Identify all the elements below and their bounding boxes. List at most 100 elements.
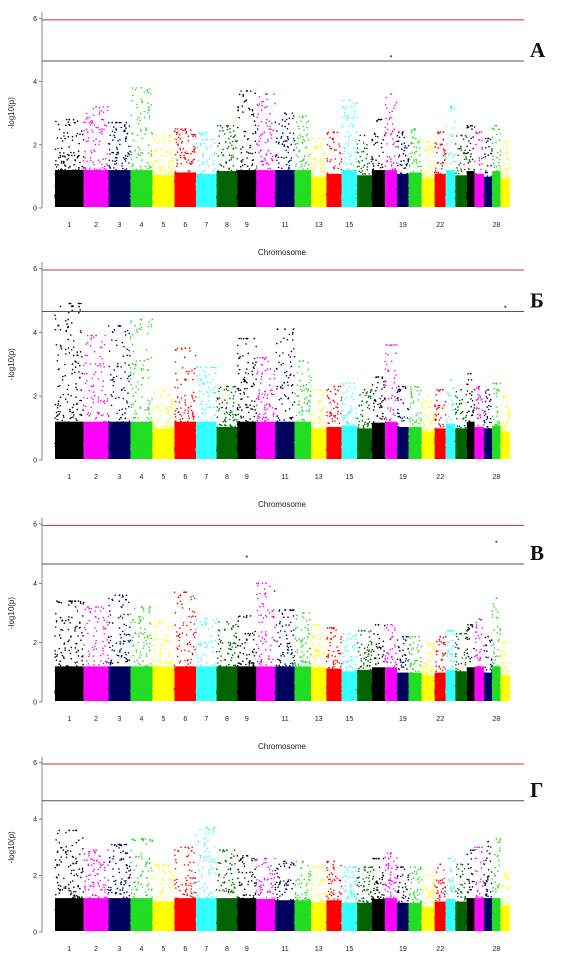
snp-point (97, 197, 100, 200)
snp-point (302, 178, 305, 181)
snp-point (323, 187, 325, 190)
snp-peak-point (487, 137, 489, 140)
snp-point (97, 181, 99, 183)
snp-point (310, 162, 313, 165)
snp-point (349, 185, 352, 187)
snp-point (277, 197, 279, 200)
snp-point (404, 167, 407, 169)
snp-point (115, 180, 118, 182)
snp-point (319, 195, 322, 198)
snp-point (232, 186, 235, 189)
snp-point (249, 188, 252, 190)
snp-point (130, 192, 133, 194)
chromosome-6-points (173, 128, 197, 207)
snp-point (60, 449, 63, 451)
snp-point (179, 186, 181, 189)
snp-point (333, 178, 336, 180)
snp-point (412, 185, 415, 188)
snp-point (111, 130, 114, 133)
snp-point (401, 181, 404, 184)
snp-point (439, 197, 442, 199)
snp-point (221, 175, 224, 178)
snp-point (64, 165, 67, 167)
snp-point (81, 355, 83, 358)
snp-point (73, 449, 75, 452)
snp-point (311, 181, 314, 183)
snp-point (500, 179, 503, 182)
snp-point (77, 354, 79, 357)
snp-point (57, 414, 59, 417)
snp-point (497, 190, 500, 192)
snp-point (500, 190, 503, 192)
snp-point (379, 179, 382, 181)
snp-point (138, 116, 140, 119)
snp-point (416, 141, 419, 143)
snp-point (412, 170, 415, 173)
snp-point (158, 186, 161, 189)
snp-point (73, 154, 76, 157)
snp-peak-point (95, 105, 97, 108)
snp-point (212, 169, 214, 171)
snp-point (150, 176, 152, 178)
snp-point (469, 180, 472, 182)
snp-point (167, 182, 170, 185)
snp-point (493, 125, 496, 127)
snp-point (399, 163, 402, 166)
snp-point (481, 163, 483, 165)
snp-point (78, 449, 81, 452)
snp-point (241, 195, 244, 198)
snp-point (313, 182, 316, 185)
snp-point (146, 197, 148, 200)
snp-point (136, 106, 139, 109)
snp-point (145, 184, 148, 186)
x-tick-label: 22 (436, 222, 444, 229)
snp-point (63, 164, 66, 166)
snp-point (397, 184, 399, 186)
snp-point (208, 158, 211, 160)
snp-point (89, 169, 91, 171)
snp-point (200, 195, 203, 197)
snp-point (475, 186, 478, 188)
snp-point (317, 194, 320, 196)
snp-point (452, 189, 455, 191)
snp-point (95, 188, 97, 190)
panel-letter: A (530, 38, 546, 62)
snp-point (97, 159, 100, 161)
snp-point (337, 197, 339, 199)
snp-point (309, 193, 311, 195)
snp-point (103, 172, 105, 175)
snp-point (427, 173, 430, 176)
snp-point (116, 157, 118, 159)
snp-point (309, 177, 312, 179)
snp-point (497, 180, 499, 183)
snp-point (227, 146, 230, 148)
snp-point (498, 194, 501, 196)
snp-point (371, 191, 374, 193)
snp-point (122, 172, 124, 174)
snp-point (57, 385, 59, 388)
snp-point (386, 186, 389, 189)
snp-point (449, 172, 451, 175)
snp-point (471, 185, 473, 187)
snp-point (103, 185, 106, 187)
snp-point (375, 159, 377, 161)
snp-point (236, 194, 239, 196)
snp-point (288, 123, 290, 125)
snp-point (141, 137, 144, 140)
snp-point (385, 117, 388, 120)
snp-point (504, 169, 507, 171)
snp-point (468, 195, 471, 197)
snp-point (55, 411, 58, 414)
snp-point (76, 424, 79, 426)
snp-point (278, 173, 280, 175)
snp-point (401, 188, 404, 191)
snp-point (454, 197, 457, 200)
snp-point (146, 194, 149, 197)
snp-point (198, 195, 200, 198)
snp-point (86, 334, 89, 337)
snp-point (224, 180, 227, 182)
snp-point (301, 160, 303, 162)
snp-point (378, 195, 381, 198)
snp-point (230, 178, 233, 181)
snp-point (227, 188, 229, 191)
